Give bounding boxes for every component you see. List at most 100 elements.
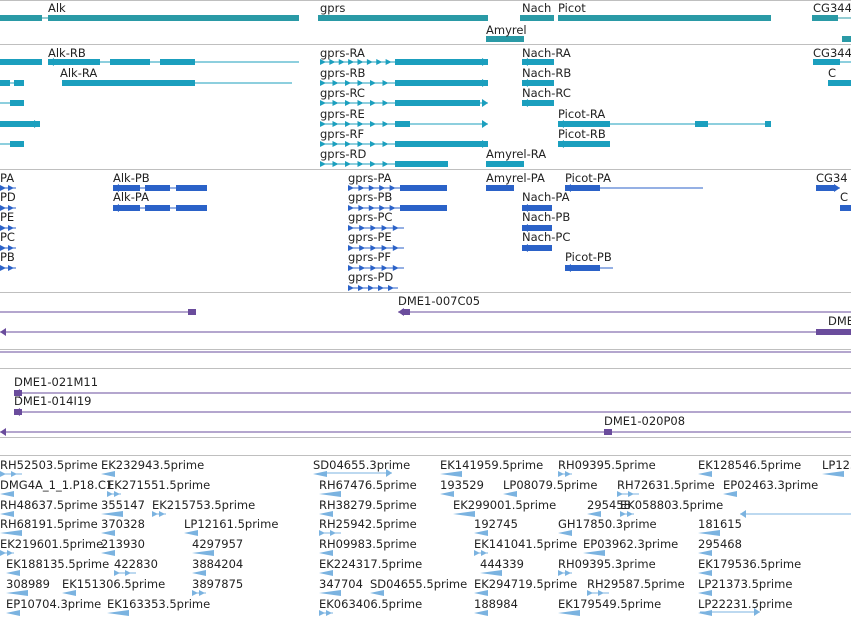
exon-chevron[interactable] [320, 141, 326, 147]
feature-block[interactable] [395, 141, 488, 147]
exon-chevron[interactable] [357, 59, 364, 65]
est-glyph[interactable] [192, 570, 206, 576]
feature-block[interactable] [558, 141, 610, 147]
exon-chevron[interactable] [8, 265, 14, 271]
exon-chevron[interactable] [382, 100, 389, 106]
est-glyph[interactable] [558, 610, 580, 616]
est-glyph[interactable] [319, 550, 333, 556]
strand-arrow[interactable] [0, 428, 6, 436]
exon-chevron[interactable] [0, 225, 6, 231]
exon-chevron[interactable] [558, 570, 564, 576]
exon-chevron[interactable] [345, 80, 351, 86]
exon-chevron[interactable] [114, 570, 120, 576]
exon-chevron[interactable] [382, 161, 389, 167]
feature-block[interactable] [522, 100, 554, 106]
feature-block[interactable] [486, 185, 514, 191]
exon-chevron[interactable] [8, 185, 14, 191]
exon-chevron[interactable] [358, 285, 364, 291]
est-glyph[interactable] [0, 511, 14, 517]
feature-block[interactable] [522, 80, 554, 86]
feature-block[interactable] [695, 121, 708, 127]
exon-chevron[interactable] [359, 225, 366, 231]
exon-chevron[interactable] [8, 205, 14, 211]
exon-chevron[interactable] [558, 471, 564, 477]
est-glyph[interactable] [583, 550, 605, 556]
est-glyph[interactable] [319, 570, 333, 576]
exon-chevron[interactable] [332, 161, 339, 167]
exon-chevron[interactable] [320, 121, 326, 127]
feature-block[interactable] [318, 15, 488, 21]
exon-chevron[interactable] [388, 285, 394, 291]
exon-chevron[interactable] [199, 590, 205, 596]
strand-arrow[interactable] [522, 244, 528, 252]
exon-chevron[interactable] [370, 121, 376, 127]
exon-chevron[interactable] [326, 610, 332, 616]
feature-block[interactable] [604, 429, 612, 435]
strand-arrow[interactable] [34, 120, 40, 128]
feature-block[interactable] [0, 59, 42, 65]
exon-chevron[interactable] [368, 205, 375, 211]
feature-block[interactable] [400, 185, 447, 191]
est-glyph[interactable] [587, 511, 601, 517]
feature-block[interactable] [395, 59, 488, 65]
strand-arrow[interactable] [522, 204, 528, 212]
exon-chevron[interactable] [320, 100, 326, 106]
feature-block[interactable] [522, 205, 552, 211]
exon-chevron[interactable] [359, 265, 366, 271]
exon-chevron[interactable] [348, 245, 354, 251]
est-glyph[interactable] [192, 550, 214, 556]
exon-chevron[interactable] [379, 205, 386, 211]
feature-block[interactable] [565, 185, 600, 191]
exon-chevron[interactable] [628, 491, 634, 497]
strand-arrow[interactable] [558, 120, 564, 128]
exon-chevron[interactable] [332, 121, 339, 127]
exon-chevron[interactable] [357, 80, 364, 86]
feature-block[interactable] [145, 205, 170, 211]
est-glyph[interactable] [558, 530, 572, 536]
exon-chevron[interactable] [114, 491, 120, 497]
exon-chevron[interactable] [565, 471, 571, 477]
exon-chevron[interactable] [348, 225, 354, 231]
est-glyph[interactable] [101, 530, 115, 536]
exon-chevron[interactable] [598, 590, 604, 596]
feature-block[interactable] [522, 225, 552, 231]
strand-arrow[interactable] [482, 120, 488, 128]
est-glyph[interactable] [698, 550, 712, 556]
feature-block[interactable] [176, 205, 207, 211]
exon-chevron[interactable] [11, 471, 17, 477]
feature-block[interactable] [520, 15, 554, 21]
exon-chevron[interactable] [152, 511, 158, 517]
feature-block[interactable] [812, 15, 838, 21]
feature-block[interactable] [813, 59, 840, 65]
strand-arrow[interactable] [834, 184, 840, 192]
est-glyph[interactable] [698, 590, 712, 596]
exon-chevron[interactable] [319, 610, 325, 616]
exon-chevron[interactable] [370, 225, 377, 231]
exon-chevron[interactable] [381, 265, 388, 271]
exon-chevron[interactable] [385, 59, 392, 65]
exon-chevron[interactable] [159, 511, 165, 517]
est-glyph[interactable] [6, 590, 28, 596]
est-glyph[interactable] [6, 570, 20, 576]
feature-block[interactable] [62, 80, 195, 86]
exon-chevron[interactable] [382, 141, 389, 147]
feature-block[interactable] [486, 161, 524, 167]
est-glyph[interactable] [822, 471, 844, 477]
exon-chevron[interactable] [357, 100, 364, 106]
feature-block[interactable] [558, 15, 771, 21]
strand-arrow[interactable] [113, 204, 119, 212]
strand-arrow[interactable] [482, 79, 488, 87]
strand-arrow[interactable] [482, 58, 488, 66]
exon-chevron[interactable] [376, 59, 383, 65]
est-glyph[interactable] [6, 610, 20, 616]
feature-block[interactable] [816, 185, 834, 191]
feature-block[interactable] [48, 59, 100, 65]
feature-block[interactable] [10, 100, 24, 106]
est-glyph[interactable] [698, 471, 712, 477]
est-glyph[interactable] [474, 610, 488, 616]
exon-chevron[interactable] [474, 550, 480, 556]
strand-arrow[interactable] [558, 140, 564, 148]
exon-chevron[interactable] [7, 550, 13, 556]
feature-block[interactable] [842, 36, 851, 42]
feature-block[interactable] [10, 141, 24, 147]
